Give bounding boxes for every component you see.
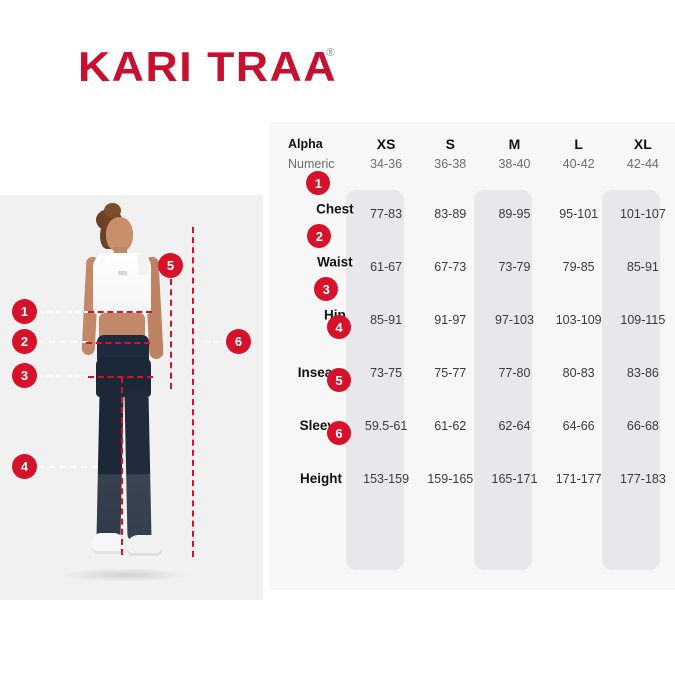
cell-waist-l: 79-85 <box>562 260 595 274</box>
chest-guide-line <box>38 311 90 313</box>
cell-hip-xs: 85-91 <box>370 313 403 327</box>
marker-badge-4: 4 <box>12 454 37 479</box>
cell-sleeve-xl: 66-68 <box>626 419 659 433</box>
cell-chest-s: 83-89 <box>434 207 467 221</box>
hair-bun-top <box>104 203 121 218</box>
header-numeric-s: 36-38 <box>434 157 467 171</box>
row-label-height: 6 Height <box>270 421 354 494</box>
cell-height-l: 171-177 <box>555 472 602 486</box>
header-size-xs: XS <box>376 136 396 152</box>
leggings-left-leg <box>96 390 124 542</box>
crop-top-strap-right <box>138 253 149 275</box>
row-badge-4: 4 <box>327 315 351 339</box>
table-row: 5 Sleeve 59.5-61 61-62 62-64 64-66 66-68 <box>270 368 675 441</box>
cell-chest-xl: 101-107 <box>619 207 666 221</box>
cell-chest-l: 95-101 <box>559 207 599 221</box>
cell-inseam-xs: 73-75 <box>370 366 403 380</box>
cell-sleeve-l: 64-66 <box>562 419 595 433</box>
cell-waist-s: 67-73 <box>434 260 467 274</box>
row-label-chest: 1 Chest <box>270 171 354 229</box>
cell-chest-m: 89-95 <box>498 207 531 221</box>
marker-badge-5: 5 <box>158 253 183 278</box>
cell-height-xs: 153-159 <box>363 472 410 486</box>
header-alpha-label: Alpha <box>288 137 323 151</box>
inseam-guide-line <box>38 466 98 468</box>
marker-badge-1: 1 <box>12 299 37 324</box>
row-badge-5: 5 <box>327 368 351 392</box>
header-numeric-l: 40-42 <box>562 157 595 171</box>
sleeve-vertical-line <box>170 279 172 389</box>
table-row: 1 Chest 77-83 83-89 89-95 95-101 101-107 <box>270 171 675 229</box>
registered-trademark-icon: ® <box>326 47 335 59</box>
cell-sleeve-s: 61-62 <box>434 419 467 433</box>
cell-waist-xl: 85-91 <box>626 260 659 274</box>
sneaker-right <box>127 535 162 556</box>
size-chart-table: Alpha XS S M L XL Numeric 34-36 36-38 38… <box>270 122 675 494</box>
leggings-right-leg <box>124 390 152 542</box>
marker-badge-3: 3 <box>12 363 37 388</box>
cell-height-s: 159-165 <box>427 472 474 486</box>
header-numeric-xs: 34-36 <box>370 157 403 171</box>
cell-sleeve-m: 62-64 <box>498 419 531 433</box>
row-label-text: Chest <box>316 201 354 217</box>
cell-height-xl: 177-183 <box>619 472 666 486</box>
cell-height-m: 165-171 <box>491 472 538 486</box>
height-guide-line <box>196 341 228 343</box>
sneaker-left <box>92 533 125 554</box>
cell-waist-m: 73-79 <box>498 260 531 274</box>
cell-hip-xl: 109-115 <box>620 313 666 327</box>
cell-inseam-m: 77-80 <box>498 366 531 380</box>
header-numeric-xl: 42-44 <box>626 157 659 171</box>
table-header-numeric: Numeric 34-36 36-38 38-40 40-42 42-44 <box>270 152 675 176</box>
row-label-text: Height <box>300 471 342 486</box>
waist-measure-line <box>86 342 150 344</box>
brand-name: KARI TRAA <box>78 43 338 90</box>
header-size-m: M <box>508 136 521 152</box>
cell-sleeve-xs: 59.5-61 <box>364 419 408 433</box>
floor-shadow <box>60 568 190 582</box>
column-stripe-xl <box>602 190 660 570</box>
inseam-vertical-line <box>121 377 123 555</box>
table-header-alpha: Alpha XS S M L XL <box>270 122 675 152</box>
row-badge-1: 1 <box>306 171 331 195</box>
crop-top-logo <box>118 271 127 275</box>
model-head <box>106 217 133 252</box>
cell-waist-xs: 61-67 <box>370 260 403 274</box>
row-badge-2: 2 <box>307 224 332 248</box>
crop-top-strap-left <box>96 253 107 275</box>
marker-badge-2: 2 <box>12 329 37 354</box>
chest-measure-line <box>88 311 152 313</box>
row-label-waist: 2 Waist <box>270 224 354 282</box>
cell-inseam-l: 80-83 <box>562 366 595 380</box>
row-label-text: Waist <box>317 254 353 270</box>
column-stripe-xs <box>346 190 404 570</box>
header-numeric-m: 38-40 <box>498 157 531 171</box>
table-row: 6 Height 153-159 159-165 165-171 171-177… <box>270 421 675 494</box>
cell-hip-l: 103-109 <box>555 313 602 327</box>
height-vertical-line <box>192 227 194 557</box>
measurement-photo-panel: 1 2 3 4 5 6 <box>0 195 263 600</box>
column-stripe-m <box>474 190 532 570</box>
header-size-l: L <box>574 136 583 152</box>
header-numeric-label: Numeric <box>288 157 335 171</box>
row-badge-3: 3 <box>314 277 339 301</box>
waist-guide-line <box>38 341 88 343</box>
marker-badge-6: 6 <box>226 329 251 354</box>
brand-logo: KARI TRAA ® <box>78 43 338 90</box>
cell-chest-xs: 77-83 <box>370 207 403 221</box>
cell-hip-s: 91-97 <box>434 313 467 327</box>
row-badge-6: 6 <box>327 421 351 445</box>
size-chart-panel: Alpha XS S M L XL Numeric 34-36 36-38 38… <box>270 122 675 590</box>
cell-hip-m: 97-103 <box>495 313 534 327</box>
table-row: 2 Waist 61-67 67-73 73-79 79-85 85-91 <box>270 224 675 282</box>
hip-measure-line <box>88 376 153 378</box>
model-figure <box>0 195 263 600</box>
cell-inseam-s: 75-77 <box>434 366 467 380</box>
header-size-xl: XL <box>633 136 652 152</box>
header-size-s: S <box>445 136 455 152</box>
cell-inseam-xl: 83-86 <box>626 366 659 380</box>
hip-guide-line <box>38 375 90 377</box>
